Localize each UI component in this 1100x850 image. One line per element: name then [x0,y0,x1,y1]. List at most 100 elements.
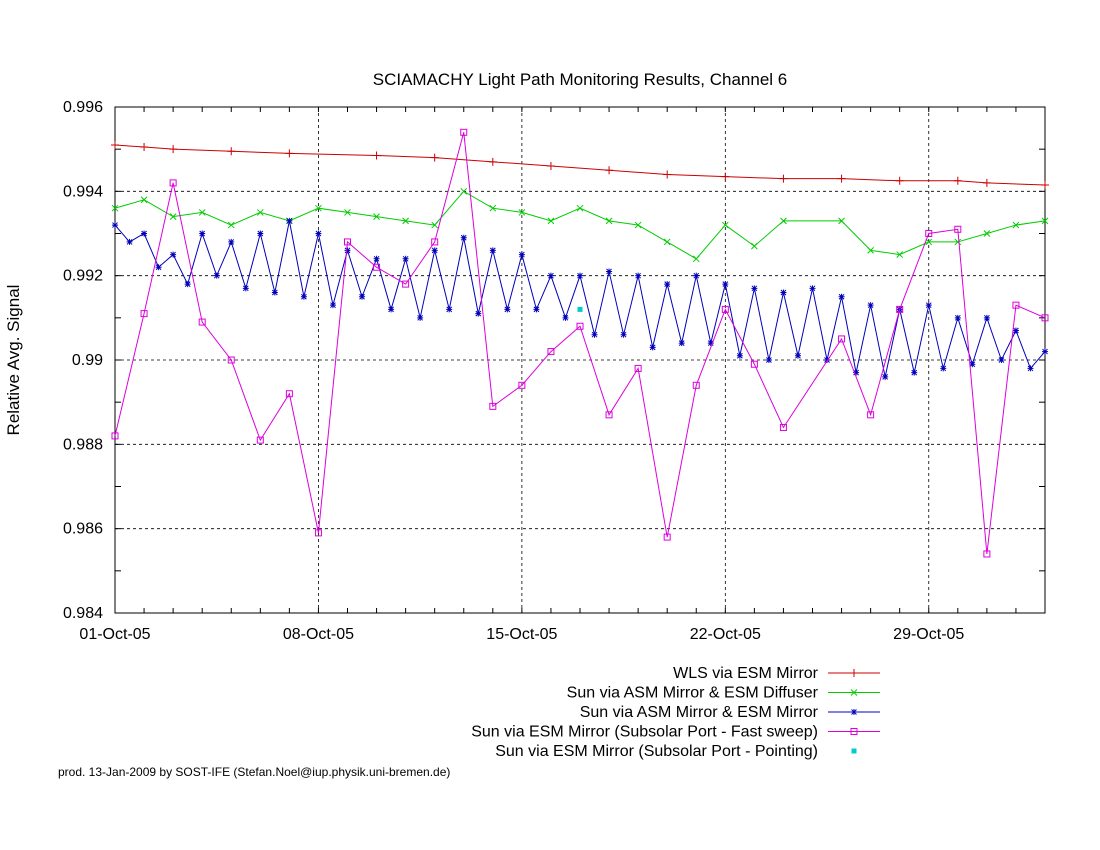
data-point [592,332,598,338]
data-point [489,158,497,166]
series-2 [112,218,1048,380]
data-point [315,231,321,237]
data-point [547,162,555,170]
data-point [285,149,293,157]
data-point [227,147,235,155]
data-point [403,256,409,262]
data-point [388,306,394,312]
y-tick-label: 0.988 [63,436,103,453]
data-point [127,239,133,245]
data-point [650,344,656,350]
grid [115,107,1045,613]
chart-title: SCIAMACHY Light Path Monitoring Results,… [373,70,788,89]
data-point [635,273,641,279]
data-point [112,222,118,228]
series-line [115,191,1045,258]
data-point [606,268,612,274]
series-0 [111,141,1049,189]
data-point [1041,181,1049,189]
y-axis-label: Relative Avg. Signal [4,285,23,436]
data-point [679,340,685,346]
data-point [359,294,365,300]
data-point [141,231,147,237]
data-point [111,141,119,149]
data-point [1027,365,1033,371]
y-ticks: 0.9840.9860.9880.990.9920.9940.996 [63,99,1045,622]
data-point [490,247,496,253]
legend-label: Sun via ESM Mirror (Subsolar Port - Fast… [471,724,818,741]
data-point [693,273,699,279]
data-point [140,143,148,151]
data-point [257,231,263,237]
data-point [170,252,176,258]
series-1 [112,188,1048,261]
data-point [214,273,220,279]
data-point [839,294,845,300]
data-point [577,205,583,211]
data-point [272,290,278,296]
series-line [115,132,1045,554]
data-point [851,709,857,715]
data-point [751,285,757,291]
data-point [199,231,205,237]
data-point [779,175,787,183]
data-point [621,332,627,338]
data-point [983,179,991,187]
data-point [850,669,858,677]
data-point [374,256,380,262]
data-point [431,154,439,162]
x-tick-label: 01-Oct-05 [79,626,150,643]
data-point [185,281,191,287]
legend-label: Sun via ASM Mirror & ESM Mirror [580,704,819,721]
x-tick-label: 15-Oct-05 [486,626,557,643]
data-point [664,239,670,245]
data-point [243,285,249,291]
data-point [461,235,467,241]
data-point [852,749,857,754]
data-point [578,307,583,312]
data-point [780,290,786,296]
y-tick-label: 0.986 [63,521,103,538]
data-point [911,370,917,376]
data-point [721,173,729,181]
data-point [228,222,234,228]
data-point [432,247,438,253]
series-line [115,221,1045,377]
data-point [984,231,990,237]
data-point [605,166,613,174]
data-point [286,218,292,224]
data-point [926,302,932,308]
data-point [882,374,888,380]
data-point [766,357,772,363]
legend-label: WLS via ESM Mirror [673,665,819,682]
data-point [577,273,583,279]
y-tick-label: 0.99 [72,352,103,369]
y-tick-label: 0.994 [63,183,103,200]
data-point [955,315,961,321]
data-point [141,197,147,203]
x-tick-label: 29-Oct-05 [893,626,964,643]
y-tick-label: 0.992 [63,268,103,285]
data-point [722,281,728,287]
data-point [373,151,381,159]
legend: WLS via ESM Mirror Sun via ASM Mirror & E… [471,665,880,760]
y-tick-label: 0.984 [63,605,103,622]
data-point [562,315,568,321]
data-point [954,177,962,185]
x-ticks: 01-Oct-05 08-Oct-05 15-Oct-05 22-Oct-05 29-O… [79,107,1045,643]
data-point [693,256,699,262]
data-point [896,177,904,185]
data-point [1042,349,1048,355]
data-point [301,294,307,300]
legend-label: Sun via ASM Mirror & ESM Diffuser [567,685,819,702]
data-point [663,170,671,178]
data-point [519,252,525,258]
series-4 [578,307,583,312]
data-point [548,273,554,279]
data-point [737,353,743,359]
data-point [504,306,510,312]
series-line [115,145,1045,185]
data-point [345,247,351,253]
credit-line: prod. 13-Jan-2009 by SOST-IFE (Stefan.No… [58,765,450,779]
